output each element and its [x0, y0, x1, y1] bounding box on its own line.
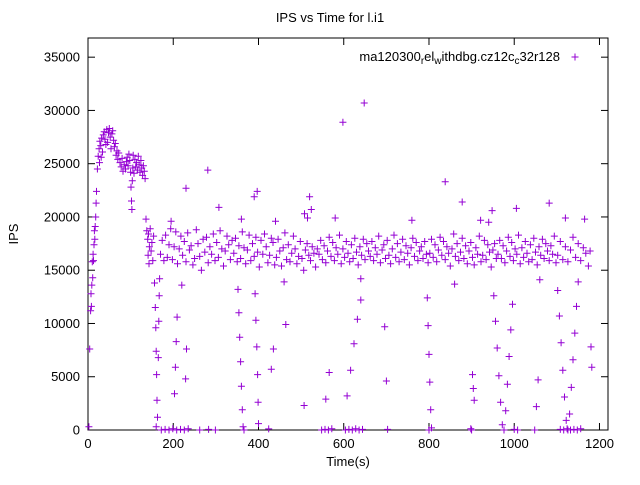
legend-plus-marker-icon — [571, 53, 579, 61]
y-tick-label: 0 — [73, 423, 80, 438]
legend-text-segment: el — [424, 49, 434, 64]
y-tick-label: 5000 — [51, 369, 80, 384]
y-tick-label: 20000 — [44, 209, 80, 224]
y-tick-label: 30000 — [44, 103, 80, 118]
x-tick-label: 400 — [248, 436, 270, 451]
legend-text-segment: ithdbg.cz12c — [442, 49, 515, 64]
legend-text-segment: ma120300 — [359, 49, 420, 64]
x-tick-label: 600 — [333, 436, 355, 451]
y-tick-label: 15000 — [44, 263, 80, 278]
legend-subscript-segment: r — [421, 56, 425, 67]
y-tick-label: 35000 — [44, 50, 80, 65]
y-axis-ticks: 0 5000 10000 15000 20000 25000 30000 35000 — [44, 50, 608, 438]
scatter-points-series-1 — [85, 99, 596, 434]
x-tick-label: 200 — [162, 436, 184, 451]
x-axis-ticks: 0 200 400 600 800 1000 1200 — [84, 38, 614, 451]
x-tick-label: 1000 — [500, 436, 529, 451]
x-axis-label: Time(s) — [326, 454, 370, 469]
x-tick-label: 0 — [84, 436, 91, 451]
x-tick-label: 1200 — [585, 436, 614, 451]
legend-series-label: ma120300relwithdbg.cz12cc32r128 — [359, 49, 560, 67]
x-tick-label: 800 — [418, 436, 440, 451]
legend-subscript-segment: c — [515, 56, 520, 67]
y-axis-label: IPS — [6, 223, 21, 244]
legend-text-segment: 32r128 — [520, 49, 560, 64]
y-tick-label: 10000 — [44, 316, 80, 331]
legend-subscript-segment: w — [433, 56, 442, 67]
chart-title: IPS vs Time for l.i1 — [276, 10, 384, 25]
y-tick-label: 25000 — [44, 156, 80, 171]
